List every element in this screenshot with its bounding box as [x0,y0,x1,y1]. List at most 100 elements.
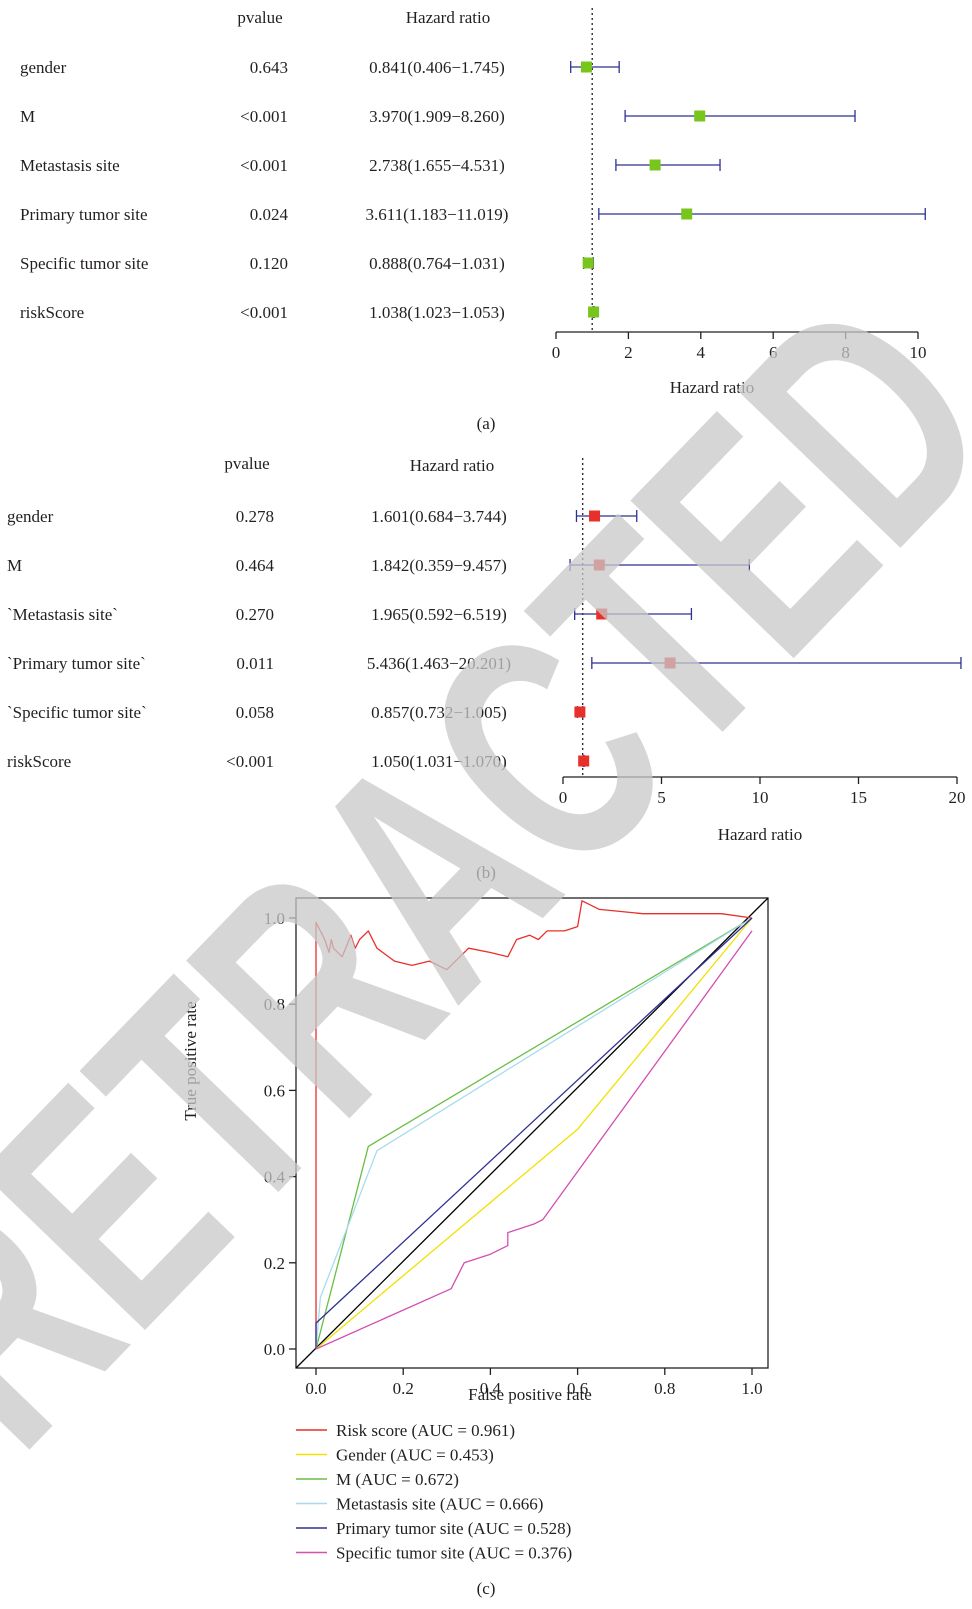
row-hazard-ratio: 1.038(1.023−1.053) [369,303,505,322]
hazard-ratio-marker [580,61,592,73]
hazard-ratio-marker [574,706,586,718]
forest-plot-multivariate: pvalue Hazard ratio gender 0.643 0.841(0.4… [20,8,927,433]
row-pvalue: <0.001 [240,303,288,322]
row-label: gender [7,507,54,526]
hazard-ratio-marker [582,257,594,269]
row-label: `Primary tumor site` [7,654,146,673]
x-tick-label: 2 [624,343,633,362]
x-tick-label: 8 [841,343,850,362]
row-hazard-ratio: 1.601(0.684−3.744) [371,507,507,526]
plot-frame [295,897,769,1369]
roc-chart: 0.0 0.2 0.4 0.6 0.8 1.0 0.0 0.2 0.4 0.6 0.8 1.0 Fal… [181,897,769,1598]
row-hazard-ratio: 5.436(1.463−20.201) [367,654,511,673]
row-hazard-ratio: 1.050(1.031−1.070) [371,752,507,771]
roc-series-line [315,917,753,1349]
x-tick-label: 4 [697,343,706,362]
roc-series-line [315,917,753,1350]
hazard-ratio-marker [681,208,693,220]
row-label: `Metastasis site` [7,605,118,624]
row-hazard-ratio: 2.738(1.655−4.531) [369,156,505,175]
row-label: riskScore [7,752,71,771]
row-pvalue: <0.001 [226,752,274,771]
hazard-ratio-marker [596,608,608,620]
x-tick-label: 0 [559,788,568,807]
row-label: M [20,107,35,126]
x-axis-label: False positive rate [468,1385,592,1404]
legend-label: Specific tumor site (AUC = 0.376) [336,1544,572,1563]
legend-label: M (AUC = 0.672) [336,1470,459,1489]
row-label: gender [20,58,67,77]
hazard-ratio-header: Hazard ratio [410,456,494,475]
y-tick-label: 0.4 [264,1168,286,1187]
hazard-ratio-header: Hazard ratio [406,8,490,27]
row-label: Primary tumor site [20,205,147,224]
hazard-ratio-marker [588,306,600,318]
row-hazard-ratio: 1.965(0.592−6.519) [371,605,507,624]
row-pvalue: 0.120 [250,254,288,273]
row-hazard-ratio: 0.888(0.764−1.031) [369,254,505,273]
pvalue-header: pvalue [224,454,269,473]
row-hazard-ratio: 3.611(1.183−11.019) [366,205,509,224]
hazard-ratio-marker [664,657,676,669]
roc-series-line [315,930,753,1350]
legend-label: Gender (AUC = 0.453) [336,1446,494,1465]
row-hazard-ratio: 3.970(1.909−8.260) [369,107,505,126]
x-tick-label: 10 [752,788,769,807]
y-tick-label: 0.2 [264,1254,285,1273]
x-tick-label: 6 [769,343,778,362]
row-pvalue: 0.011 [236,654,274,673]
hazard-ratio-marker [694,110,706,122]
x-tick-label: 1.0 [741,1379,762,1398]
row-hazard-ratio: 0.857(0.732−1.005) [371,703,507,722]
x-tick-label: 0.2 [393,1379,414,1398]
y-axis-label: True positive rate [181,1001,200,1120]
legend-label: Primary tumor site (AUC = 0.528) [336,1519,571,1538]
row-pvalue: 0.058 [236,703,274,722]
x-axis-label: Hazard ratio [670,378,754,397]
forest-plot-univariate: pvalue Hazard ratio gender 0.278 1.601(0.6… [7,454,966,882]
x-tick-label: 0.4 [480,1379,502,1398]
roc-series-line [315,917,753,1350]
x-tick-label: 15 [850,788,867,807]
row-pvalue: 0.643 [250,58,288,77]
hazard-ratio-marker [578,755,590,767]
row-label: Specific tumor site [20,254,148,273]
x-tick-label: 20 [949,788,966,807]
roc-series-line [315,900,753,1349]
panel-label: (a) [477,414,496,433]
x-tick-label: 0 [552,343,561,362]
row-pvalue: 0.278 [236,507,274,526]
x-tick-label: 0.0 [305,1379,326,1398]
hazard-ratio-marker [649,159,661,171]
y-tick-label: 0.8 [264,995,285,1014]
row-hazard-ratio: 0.841(0.406−1.745) [369,58,505,77]
hazard-ratio-marker [589,510,601,522]
x-tick-label: 0.8 [654,1379,675,1398]
row-pvalue: 0.024 [250,205,289,224]
panel-label: (b) [476,863,496,882]
x-tick-label: 0.6 [567,1379,588,1398]
row-pvalue: <0.001 [240,107,288,126]
panel-label: (c) [477,1579,496,1598]
row-hazard-ratio: 1.842(0.359−9.457) [371,556,507,575]
row-pvalue: 0.270 [236,605,274,624]
roc-series-line [315,917,753,1350]
y-tick-label: 0.6 [264,1081,285,1100]
x-tick-label: 10 [910,343,927,362]
x-axis-label: Hazard ratio [718,825,802,844]
x-tick-label: 5 [657,788,666,807]
row-pvalue: 0.464 [236,556,275,575]
row-label: `Specific tumor site` [7,703,147,722]
row-pvalue: <0.001 [240,156,288,175]
pvalue-header: pvalue [237,8,282,27]
hazard-ratio-marker [593,559,605,571]
row-label: Metastasis site [20,156,120,175]
legend-label: Metastasis site (AUC = 0.666) [336,1495,543,1514]
row-label: M [7,556,22,575]
y-tick-label: 0.0 [264,1340,285,1359]
row-label: riskScore [20,303,84,322]
legend: Risk score (AUC = 0.961) Gender (AUC = 0.… [296,1421,572,1563]
legend-label: Risk score (AUC = 0.961) [336,1421,515,1440]
y-tick-label: 1.0 [264,909,285,928]
